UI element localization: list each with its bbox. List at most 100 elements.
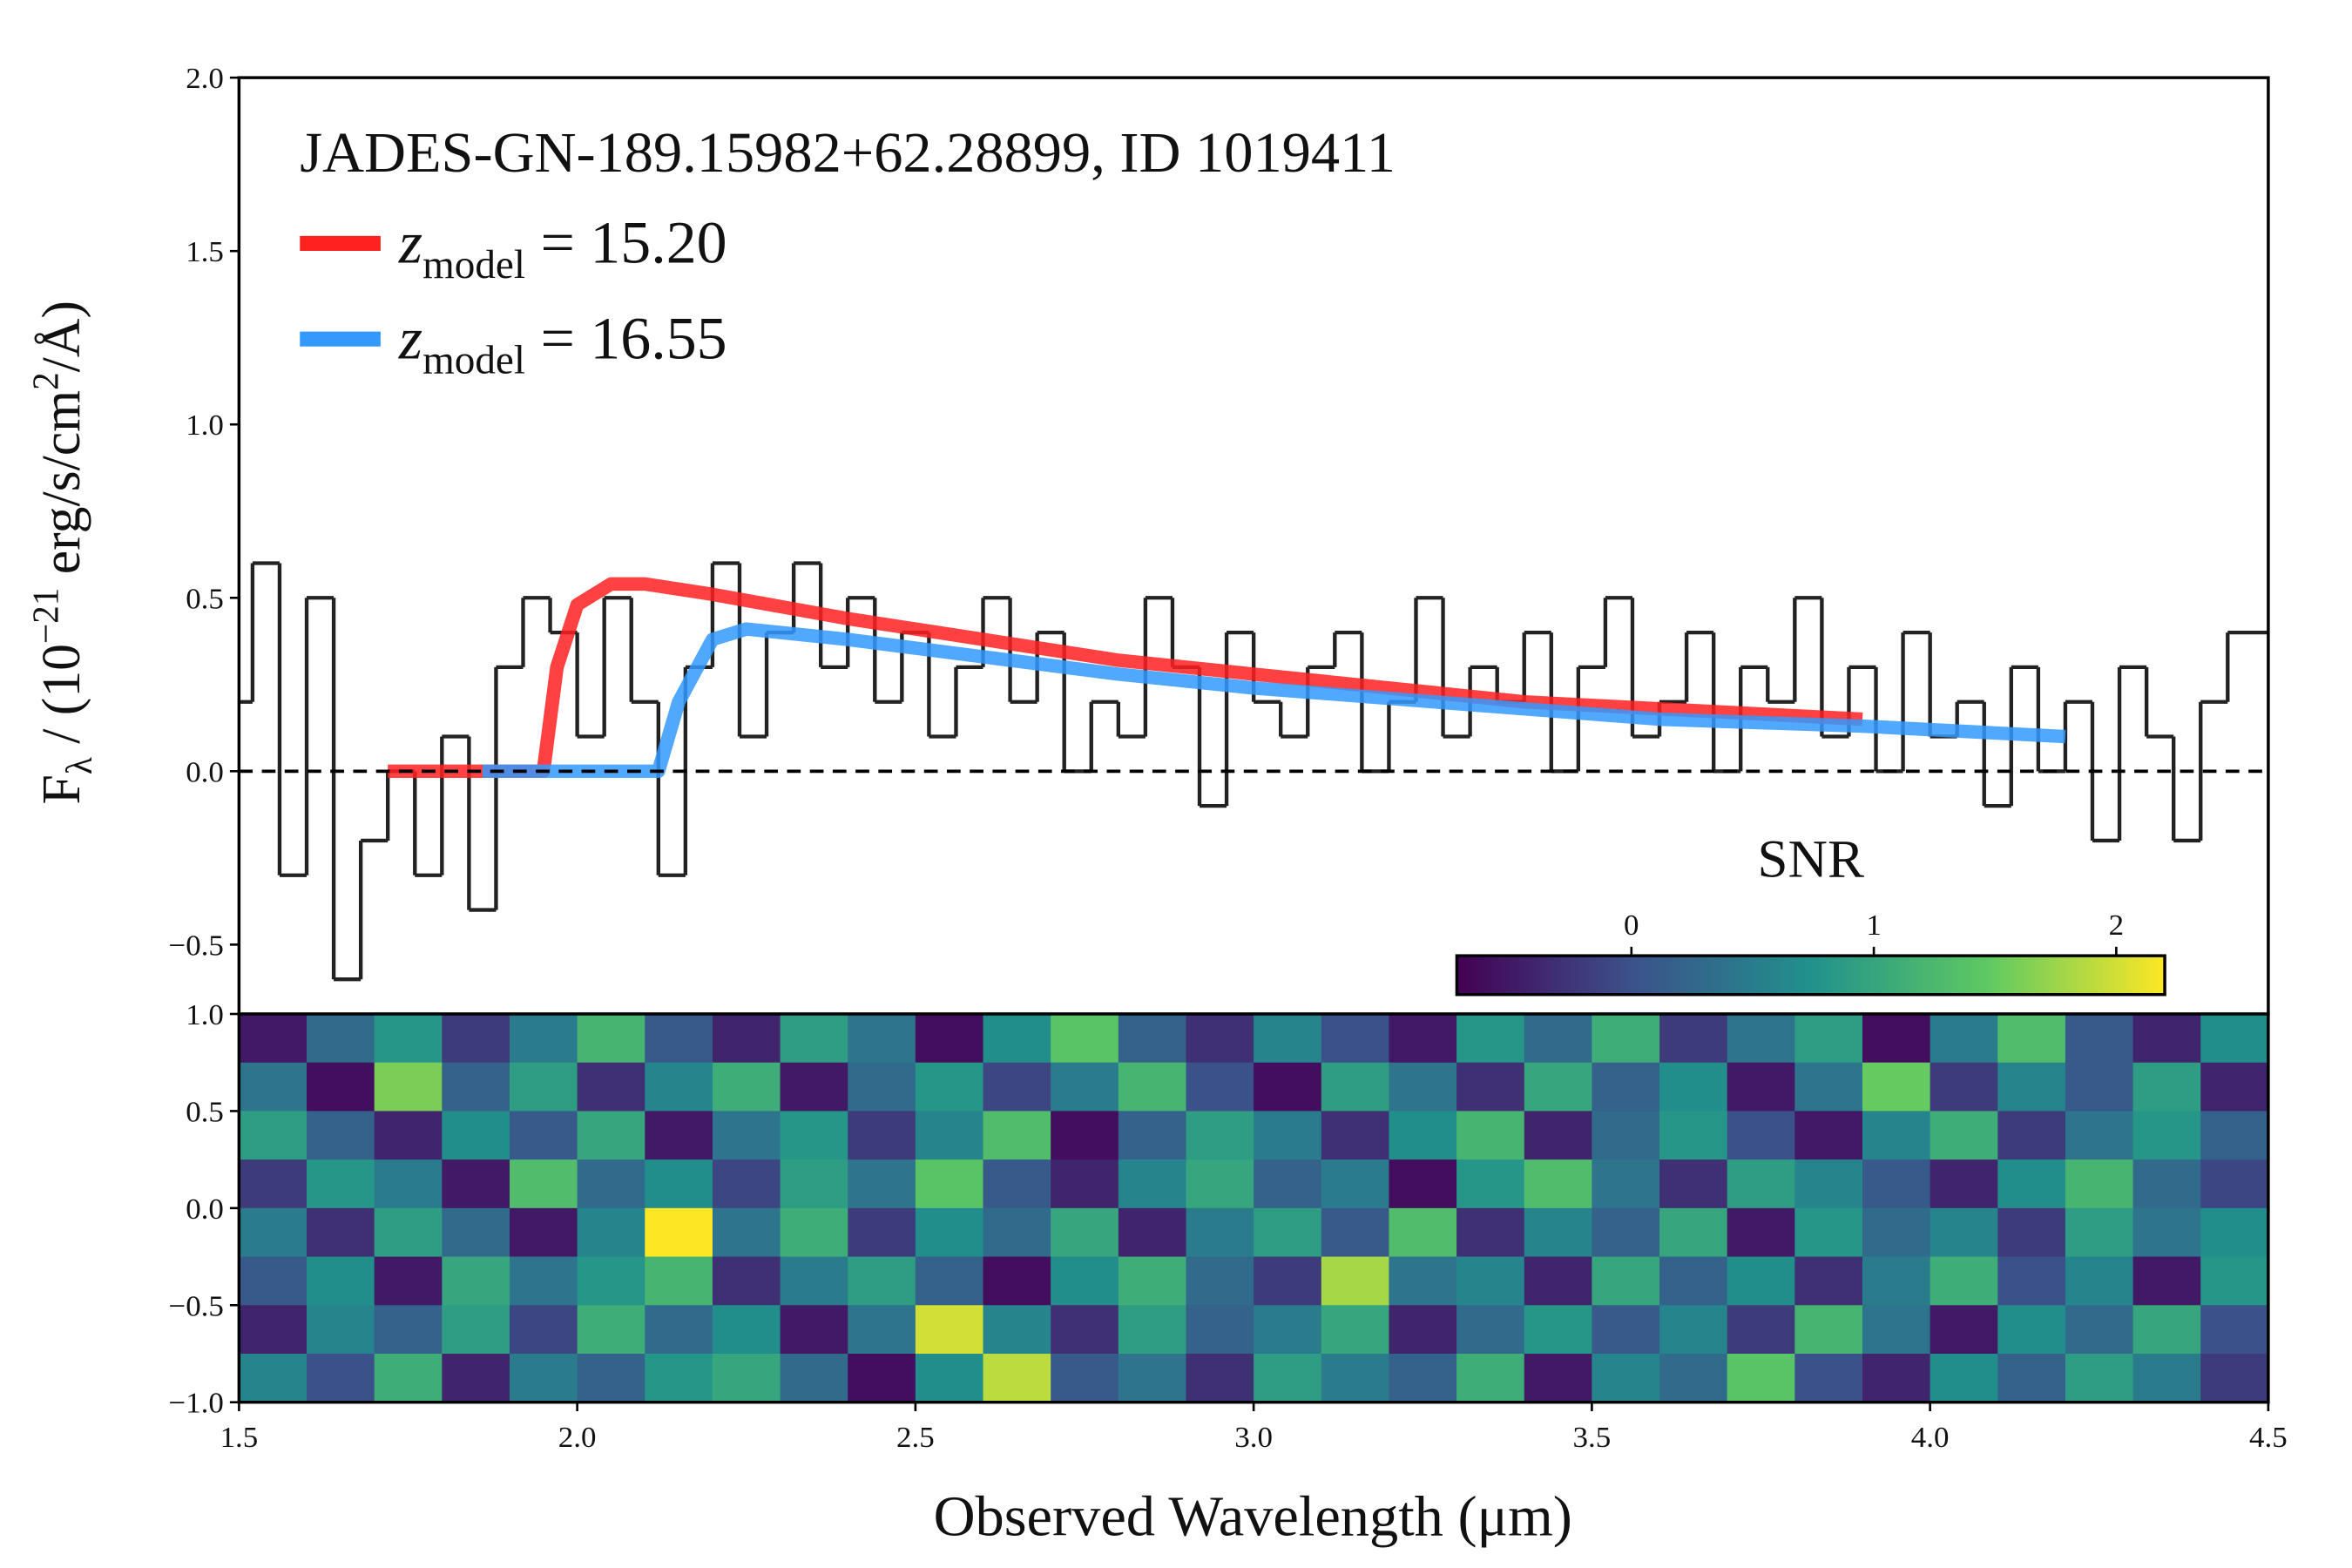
snr-cell <box>1321 1256 1390 1307</box>
snr-cell <box>1727 1111 1796 1160</box>
snr-cell <box>1186 1207 1254 1258</box>
snr-cell <box>2065 1207 2134 1258</box>
snr-cell <box>2132 1207 2202 1258</box>
snr-cell <box>1930 1014 1999 1064</box>
snr-cell <box>239 1256 308 1307</box>
colorbar-label: SNR <box>1758 829 1865 889</box>
snr-cell <box>780 1256 849 1307</box>
x-tick-label: 1.5 <box>220 1421 259 1454</box>
snr-cell <box>915 1354 984 1403</box>
snr-cell <box>2065 1305 2134 1355</box>
snr-cell <box>1997 1256 2066 1307</box>
snr-cell <box>577 1207 646 1258</box>
snr-cell <box>1456 1305 1525 1355</box>
snr-cell <box>915 1207 984 1258</box>
snr-cell <box>848 1354 916 1403</box>
colorbar-tick-label: 0 <box>1624 909 1639 942</box>
y-tick-label: 0.5 <box>186 583 224 616</box>
snr-cell <box>374 1014 443 1064</box>
snr-cell <box>577 1256 646 1307</box>
snr-cell <box>1862 1305 1931 1355</box>
snr-cell <box>307 1111 375 1160</box>
snr-cell <box>509 1354 578 1403</box>
y-tick-label: 0.5 <box>186 1096 224 1129</box>
snr-cell <box>645 1062 713 1112</box>
snr-cell <box>442 1111 510 1160</box>
snr-cell <box>307 1354 375 1403</box>
snr-cell <box>712 1159 781 1209</box>
y-tick-label: 0.0 <box>186 1193 224 1226</box>
snr-cell <box>1456 1159 1525 1209</box>
snr-cell <box>915 1305 984 1355</box>
snr-cell <box>780 1062 849 1112</box>
snr-cell <box>1862 1159 1931 1209</box>
snr-cell <box>1727 1305 1796 1355</box>
snr-cell <box>1930 1354 1999 1403</box>
snr-cell <box>1186 1256 1254 1307</box>
snr-cell <box>1254 1111 1322 1160</box>
snr-cell <box>2132 1062 2202 1112</box>
snr-cell <box>2132 1014 2202 1064</box>
snr-cell <box>2200 1354 2269 1403</box>
snr-cell <box>509 1159 578 1209</box>
x-tick-label: 4.5 <box>2249 1421 2288 1454</box>
snr-cell <box>1727 1014 1796 1064</box>
snr-cell <box>1254 1305 1322 1355</box>
legend-value: = 16.55 <box>525 305 727 371</box>
snr-cell <box>1794 1207 1863 1258</box>
snr-cell <box>780 1354 849 1403</box>
y-tick-label: −0.5 <box>169 1290 224 1323</box>
snr-cell <box>1592 1014 1660 1064</box>
snr-cell <box>509 1111 578 1160</box>
snr-cell <box>1456 1014 1525 1064</box>
snr-cell <box>2200 1111 2269 1160</box>
snr-cell <box>780 1159 849 1209</box>
snr-cell <box>983 1256 1052 1307</box>
snr-cell <box>1727 1354 1796 1403</box>
annotation-title: JADES-GN-189.15982+62.28899, ID 1019411 <box>300 122 1396 185</box>
snr-cell <box>983 1111 1052 1160</box>
snr-cell <box>2132 1111 2202 1160</box>
snr-cell <box>577 1354 646 1403</box>
snr-cell <box>712 1111 781 1160</box>
snr-cell <box>645 1014 713 1064</box>
snr-cell <box>1118 1207 1187 1258</box>
snr-cell <box>307 1207 375 1258</box>
snr-cell <box>1794 1305 1863 1355</box>
x-tick-label: 3.5 <box>1573 1421 1612 1454</box>
snr-cell <box>1456 1111 1525 1160</box>
snr-cell <box>1524 1111 1593 1160</box>
snr-cell <box>1254 1354 1322 1403</box>
snr-cell <box>1321 1354 1390 1403</box>
snr-cell <box>2200 1159 2269 1209</box>
snr-cell <box>1524 1354 1593 1403</box>
snr-cell <box>848 1159 916 1209</box>
snr-cell <box>374 1256 443 1307</box>
snr-cell <box>712 1207 781 1258</box>
snr-cell <box>442 1354 510 1403</box>
snr-cell <box>1727 1207 1796 1258</box>
snr-cell <box>1389 1207 1457 1258</box>
snr-cell <box>1592 1256 1660 1307</box>
snr-cell <box>848 1207 916 1258</box>
snr-cell <box>1659 1256 1728 1307</box>
snr-cell <box>239 1014 308 1064</box>
snr-cell <box>1186 1062 1254 1112</box>
snr-cell <box>1118 1014 1187 1064</box>
snr-cell <box>2200 1256 2269 1307</box>
snr-cell <box>2132 1305 2202 1355</box>
snr-cell <box>239 1159 308 1209</box>
snr-cell <box>239 1305 308 1355</box>
snr-cell <box>1186 1354 1254 1403</box>
colorbar-tick-label: 2 <box>2109 909 2124 942</box>
snr-cell <box>1592 1159 1660 1209</box>
snr-cell <box>1524 1159 1593 1209</box>
snr-cell <box>1659 1159 1728 1209</box>
snr-cell <box>307 1256 375 1307</box>
snr-cell <box>1389 1062 1457 1112</box>
snr-cell <box>1254 1207 1322 1258</box>
snr-cell <box>1118 1111 1187 1160</box>
snr-cell <box>442 1305 510 1355</box>
x-tick-label: 2.0 <box>558 1421 597 1454</box>
